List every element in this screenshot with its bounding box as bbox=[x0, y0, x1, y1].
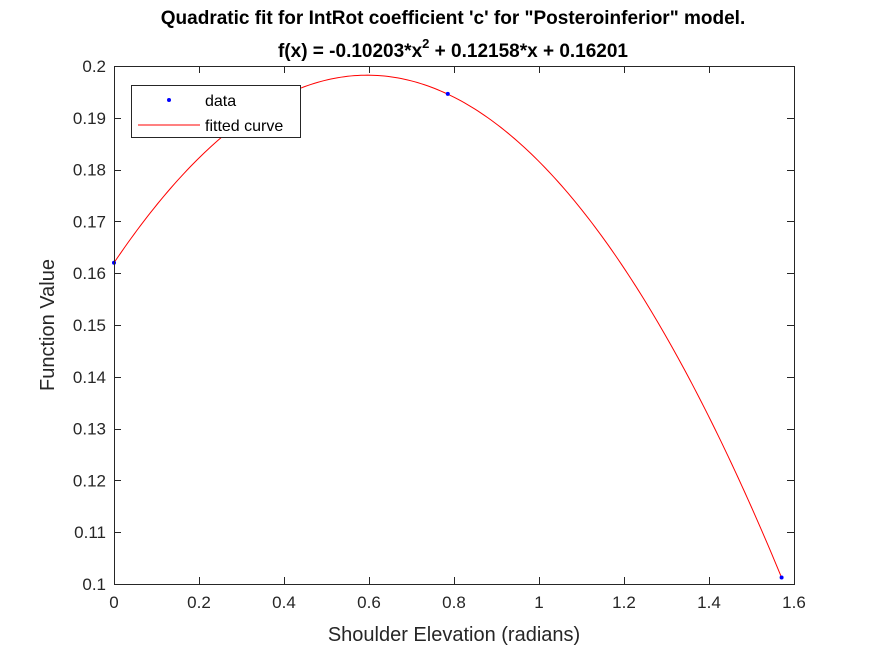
plot-area bbox=[114, 66, 794, 584]
title-equation-suffix: + 0.12158*x + 0.16201 bbox=[429, 41, 628, 62]
x-axis-label: Shoulder Elevation (radians) bbox=[328, 624, 580, 646]
legend: data fitted curve bbox=[131, 85, 301, 138]
y-tick-label: 0.1 bbox=[82, 575, 106, 594]
data-point bbox=[445, 91, 450, 96]
chart-title-line2: f(x) = -0.10203*x2 + 0.12158*x + 0.16201 bbox=[278, 36, 628, 62]
y-tick-label: 0.18 bbox=[73, 161, 106, 180]
x-tick-label: 1 bbox=[534, 593, 543, 612]
legend-data-marker bbox=[167, 98, 171, 102]
y-tick-label: 0.19 bbox=[73, 109, 106, 128]
y-tick-label: 0.2 bbox=[82, 57, 106, 76]
axis-ticks: 0 0.2 0.4 0.6 0.8 1 1.2 1.4 1.6 0.1 0.11 0.12 0.13 0.… bbox=[73, 57, 806, 612]
legend-label-fitted-curve: fitted curve bbox=[205, 118, 283, 135]
y-tick-label: 0.12 bbox=[73, 471, 106, 490]
title-equation-prefix: f(x) = -0.10203*x bbox=[278, 41, 423, 62]
y-tick-label: 0.14 bbox=[73, 368, 106, 387]
x-tick-label: 0.6 bbox=[357, 593, 381, 612]
y-tick-label: 0.17 bbox=[73, 212, 106, 231]
x-tick-label: 0.8 bbox=[442, 593, 466, 612]
y-tick-label: 0.16 bbox=[73, 264, 106, 283]
data-point bbox=[779, 575, 784, 580]
x-tick-label: 0.2 bbox=[187, 593, 211, 612]
legend-label-data: data bbox=[205, 93, 236, 110]
legend-box bbox=[131, 85, 301, 138]
y-tick-label: 0.15 bbox=[73, 316, 106, 335]
title-equation-exponent: 2 bbox=[422, 36, 429, 51]
y-tick-label: 0.13 bbox=[73, 420, 106, 439]
x-tick-label: 0.4 bbox=[272, 593, 296, 612]
x-tick-label: 1.2 bbox=[612, 593, 636, 612]
x-tick-label: 1.6 bbox=[782, 593, 806, 612]
y-tick-label: 0.11 bbox=[74, 523, 106, 542]
x-tick-label: 0 bbox=[109, 593, 118, 612]
chart-title-line1: Quadratic fit for IntRot coefficient 'c'… bbox=[161, 8, 745, 29]
y-axis-label: Function Value bbox=[37, 259, 59, 391]
plot-frame bbox=[114, 66, 795, 585]
x-tick-label: 1.4 bbox=[697, 593, 721, 612]
